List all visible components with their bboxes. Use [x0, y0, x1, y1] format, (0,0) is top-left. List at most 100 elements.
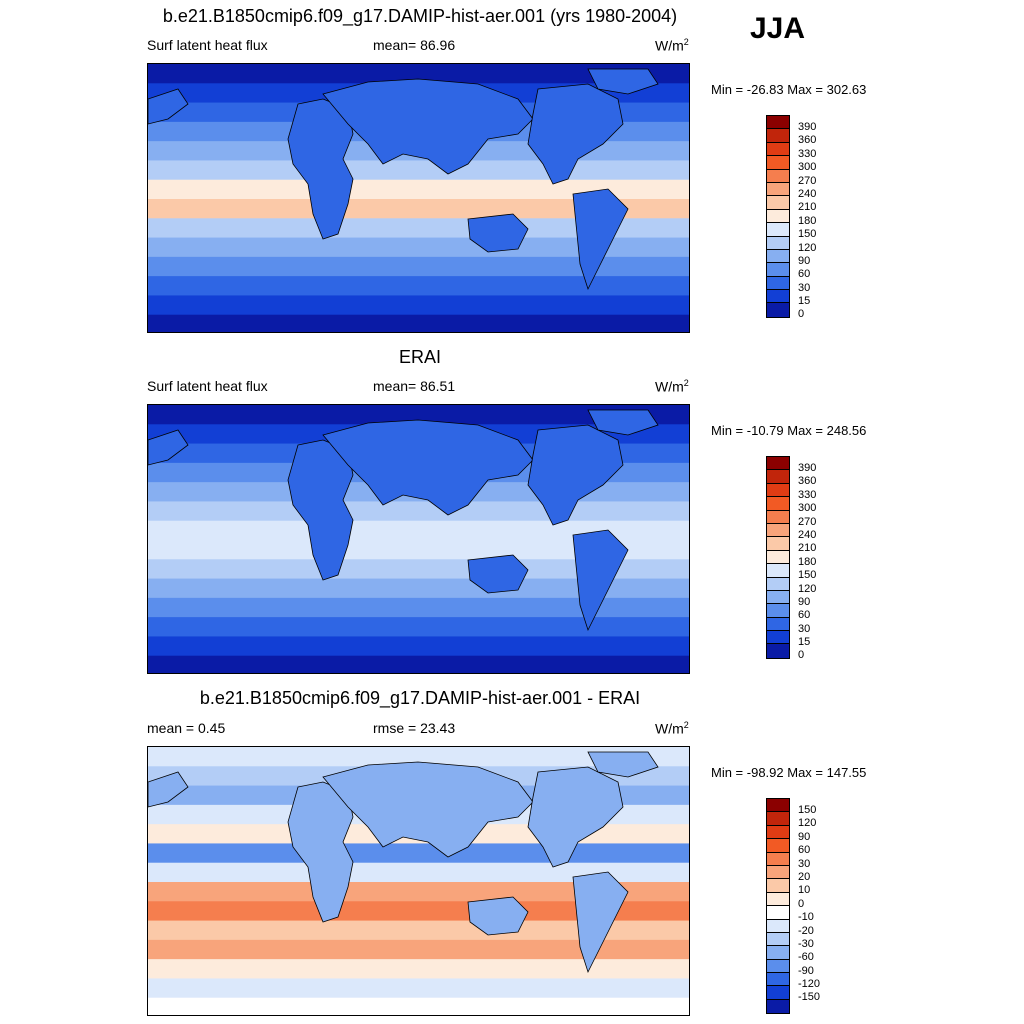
colorbar-tick-label: 30 — [798, 622, 811, 635]
continent-outline — [587, 68, 659, 95]
colorbar-swatch — [767, 946, 789, 960]
colorbar-swatch — [767, 182, 789, 197]
panel-title: b.e21.B1850cmip6.f09_g17.DAMIP-hist-aer.… — [199, 688, 641, 708]
continent-outline — [148, 429, 189, 466]
map-contour-band — [148, 520, 689, 541]
colorbar-tick-label: -120 — [798, 978, 821, 991]
map-contour-band — [148, 160, 689, 181]
colorbar-swatch — [767, 879, 789, 893]
colorbar-swatch — [767, 290, 789, 304]
map-contour-band — [148, 559, 689, 580]
map-contour-band — [148, 540, 689, 560]
colorbar-swatch — [767, 142, 789, 157]
map-contour-band — [148, 199, 689, 219]
map-contour-band — [148, 218, 689, 239]
map-model — [147, 63, 690, 333]
map-contour-band — [148, 636, 689, 657]
continent-outline — [322, 419, 534, 516]
continent-outline — [467, 554, 529, 594]
colorbar-tick-label: -30 — [798, 937, 814, 950]
season-label: JJA — [750, 12, 806, 45]
colorbar-tick-label: 15 — [798, 295, 811, 308]
variable-label: Surf latent heat flux — [147, 37, 268, 53]
colorbar-tick-label: 120 — [798, 241, 817, 254]
colorbar — [766, 456, 790, 659]
colorbar-tick-label: 15 — [798, 636, 811, 649]
colorbar-tick-label: 150 — [798, 228, 817, 241]
map-contour-band — [148, 501, 689, 522]
colorbar-tick-label: 120 — [798, 582, 817, 595]
colorbar-labels: 390 360 330 300 270 240 210 180 150 120 90 60 30 15 0 — [798, 115, 817, 320]
colorbar-tick-label: 0 — [798, 897, 805, 910]
map-diff — [147, 746, 690, 1016]
colorbar-swatch — [767, 986, 789, 1000]
colorbar-swatch — [767, 919, 789, 933]
map-contour-band — [148, 295, 689, 316]
map-contour-band — [148, 655, 689, 673]
rmse-label: rmse = 23.43 — [373, 720, 456, 736]
colorbar-swatch — [767, 577, 789, 591]
colorbar-tick-label: 150 — [798, 569, 817, 582]
colorbar-tick-label: 90 — [798, 595, 811, 608]
map-contour-band — [148, 237, 689, 258]
continent-outline — [467, 213, 529, 253]
map-contour-band — [148, 862, 689, 883]
colorbar-labels: 150 120 90 60 30 20 10 0 -10 -20 -30 -60 -90 -120 -150 — [798, 798, 821, 1003]
colorbar-swatch — [767, 236, 789, 250]
map-contour-band — [148, 179, 689, 200]
colorbar-tick-label: -10 — [798, 911, 814, 924]
map-contour-band — [148, 276, 689, 296]
colorbar-tick-label: 330 — [798, 488, 817, 501]
map-contour-band — [148, 997, 689, 1015]
colorbar-swatch — [767, 497, 789, 511]
colorbar-swatch — [767, 156, 789, 170]
colorbar-tick-label: 90 — [798, 254, 811, 267]
colorbar-tick-label: 0 — [798, 308, 805, 321]
colorbar-tick-label: 30 — [798, 857, 811, 870]
colorbar-tick-label: 30 — [798, 281, 811, 294]
colorbar-swatch — [767, 825, 789, 840]
colorbar-swatch — [767, 470, 789, 484]
continent-outline — [148, 88, 189, 125]
colorbar-swatch — [767, 617, 789, 632]
map-contour-band — [148, 843, 689, 864]
colorbar-swatch — [767, 892, 789, 907]
colorbar-swatch — [767, 564, 789, 578]
colorbar-swatch — [767, 604, 789, 618]
colorbar-tick-label: 270 — [798, 174, 817, 187]
colorbar-tick-label: -90 — [798, 964, 814, 977]
colorbar-swatch — [767, 457, 789, 471]
continent-outline — [572, 529, 629, 632]
colorbar-swatch — [767, 276, 789, 291]
colorbar-tick-label: 240 — [798, 528, 817, 541]
colorbar-labels: 390 360 330 300 270 240 210 180 150 120 90 60 30 15 0 — [798, 456, 817, 661]
map-contour-band — [148, 920, 689, 941]
continent-outline — [527, 766, 624, 868]
colorbar-swatch — [767, 865, 789, 880]
colorbar-tick-label: -150 — [798, 991, 821, 1004]
units-label: W/m2 — [655, 378, 689, 395]
colorbar-swatch — [767, 906, 789, 920]
colorbar-tick-label: 60 — [798, 844, 811, 857]
colorbar-swatch — [767, 537, 789, 551]
colorbar-swatch — [767, 483, 789, 498]
map-contour-band — [148, 959, 689, 979]
continent-outline — [572, 188, 629, 291]
colorbar-swatch — [767, 644, 789, 658]
colorbar-swatch — [767, 590, 789, 605]
colorbar-tick-label: 60 — [798, 609, 811, 622]
colorbar-tick-label: -20 — [798, 924, 814, 937]
colorbar-swatch — [767, 209, 789, 224]
units-label: W/m2 — [655, 37, 689, 54]
colorbar-swatch — [767, 169, 789, 183]
colorbar-swatch — [767, 852, 789, 866]
mean-label: mean= 86.51 — [373, 378, 456, 394]
variable-label: Surf latent heat flux — [147, 378, 268, 394]
map-obs — [147, 404, 690, 674]
colorbar-tick-label: 270 — [798, 515, 817, 528]
continent-outline — [587, 751, 659, 778]
colorbar-tick-label: 180 — [798, 555, 817, 568]
colorbar-swatch — [767, 550, 789, 565]
continent-outline — [322, 761, 534, 858]
panel-title: b.e21.B1850cmip6.f09_g17.DAMIP-hist-aer.… — [162, 6, 678, 26]
